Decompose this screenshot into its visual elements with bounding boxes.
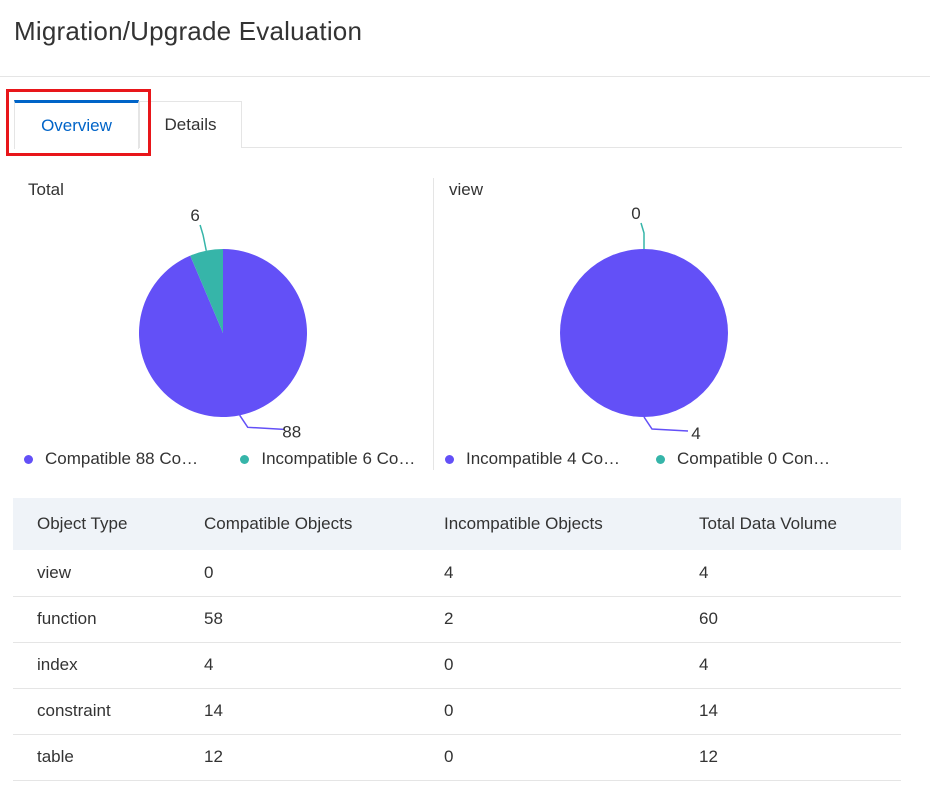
table-header-row: Object Type Compatible Objects Incompati… — [13, 498, 901, 550]
leader-line — [643, 416, 689, 432]
cell-incompatible: 0 — [420, 734, 675, 781]
leader-line — [640, 222, 645, 249]
legend-label: Incompatible 4 Co… — [466, 449, 621, 468]
data-label: 88 — [282, 422, 301, 441]
cell-compatible: 14 — [180, 688, 420, 735]
data-label: 0 — [631, 204, 640, 223]
cell-incompatible: 0 — [420, 688, 675, 735]
tab-overview[interactable]: Overview — [14, 100, 139, 149]
legend-item-compatible[interactable]: Compatible 88 Co… — [24, 449, 229, 469]
cell-object-type: table — [13, 734, 180, 781]
chart-title-view: view — [449, 180, 484, 199]
cell-total: 4 — [675, 550, 901, 597]
leader-line — [239, 414, 284, 431]
table-row: index 4 0 4 — [13, 642, 901, 689]
pie-slice-incompatible — [560, 249, 728, 417]
cell-total: 60 — [675, 596, 901, 643]
pie-charts-svg: 886 40 — [139, 204, 728, 443]
cell-object-type: view — [13, 550, 180, 597]
cell-total: 12 — [675, 734, 901, 781]
legend-total: Compatible 88 Co… Incompatible 6 Co… — [24, 448, 424, 470]
legend-label: Compatible 88 Co… — [45, 449, 199, 468]
tab-details[interactable]: Details — [139, 101, 242, 148]
cell-compatible: 58 — [180, 596, 420, 643]
cell-total: 4 — [675, 642, 901, 689]
evaluation-table: Object Type Compatible Objects Incompati… — [13, 498, 901, 781]
pie-slice-incompatible — [190, 249, 223, 333]
column-header-incompatible: Incompatible Objects — [420, 498, 675, 550]
legend-dot-incompatible — [445, 454, 454, 464]
cell-object-type: function — [13, 596, 180, 643]
legend-item-compatible[interactable]: Compatible 0 Con… — [656, 449, 856, 469]
column-header-compatible: Compatible Objects — [180, 498, 420, 550]
leader-line — [199, 224, 208, 251]
legend-view: Incompatible 4 Co… Compatible 0 Con… — [445, 448, 865, 470]
pie-chart-total: 88 6 — [139, 206, 307, 441]
cell-incompatible: 4 — [420, 550, 675, 597]
legend-dot-compatible — [656, 454, 665, 464]
table-row: function 58 2 60 — [13, 596, 901, 643]
legend-label: Incompatible 6 Co… — [261, 449, 416, 468]
data-label: 4 — [691, 424, 700, 443]
tab-bar: Overview Details — [14, 100, 902, 149]
cell-incompatible: 0 — [420, 642, 675, 689]
page-title: Migration/Upgrade Evaluation — [14, 16, 363, 46]
table-row: table 12 0 12 — [13, 734, 901, 781]
column-header-total: Total Data Volume — [675, 498, 901, 550]
cell-object-type: constraint — [13, 688, 180, 735]
cell-object-type: index — [13, 642, 180, 689]
cell-compatible: 0 — [180, 550, 420, 597]
legend-item-incompatible[interactable]: Incompatible 6 Co… — [240, 449, 424, 469]
table-row: constraint 14 0 14 — [13, 688, 901, 735]
page-header: Migration/Upgrade Evaluation — [0, 0, 930, 77]
pie-chart-view: 40 — [560, 204, 728, 443]
cell-total: 14 — [675, 688, 901, 735]
column-header-object-type: Object Type — [13, 498, 180, 550]
cell-incompatible: 2 — [420, 596, 675, 643]
table-row: view 0 4 4 — [13, 550, 901, 597]
legend-item-incompatible[interactable]: Incompatible 4 Co… — [445, 449, 645, 469]
data-label: 6 — [190, 206, 199, 225]
legend-dot-incompatible — [240, 454, 250, 464]
legend-dot-compatible — [24, 454, 33, 464]
chart-divider — [433, 178, 434, 470]
cell-compatible: 4 — [180, 642, 420, 689]
cell-compatible: 12 — [180, 734, 420, 781]
legend-label: Compatible 0 Con… — [677, 449, 831, 468]
chart-title-total: Total — [28, 180, 64, 199]
